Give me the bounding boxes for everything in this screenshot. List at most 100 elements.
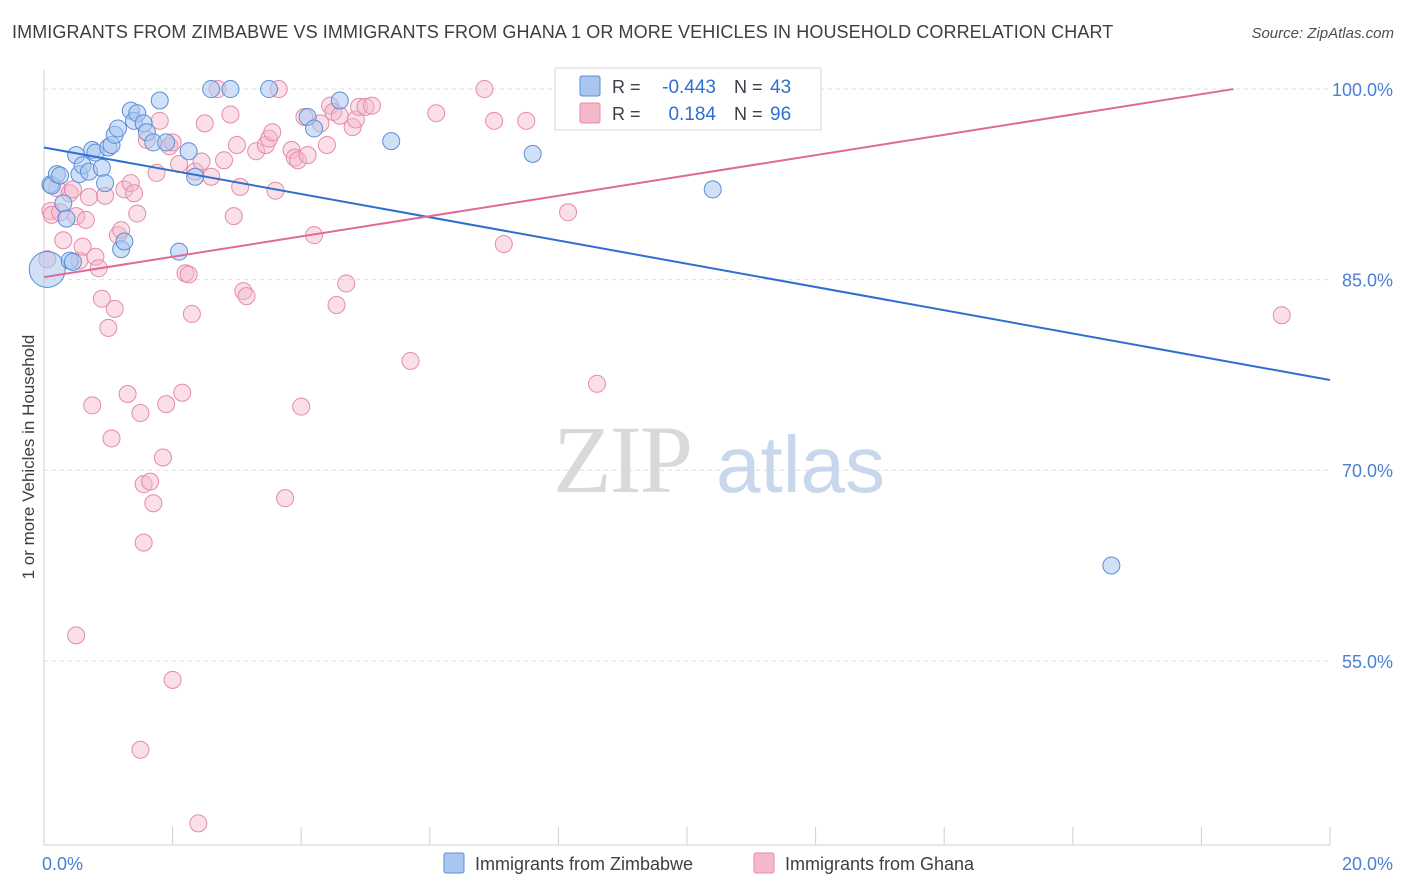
ghana-point xyxy=(234,282,253,301)
y-axis-label: 1 or more Vehicles in Household xyxy=(19,335,38,580)
ghana-point xyxy=(224,207,243,226)
ghana-point xyxy=(141,472,160,491)
ghana-point xyxy=(73,237,92,256)
series-legend: Immigrants from Zimbabwe Immigrants from… xyxy=(443,852,975,874)
ghana-r-value: 0.184 xyxy=(668,104,716,125)
zimbabwe-point xyxy=(202,80,221,99)
ghana-legend-swatch xyxy=(579,102,601,124)
ghana-point xyxy=(76,210,95,229)
ghana-point xyxy=(80,188,99,207)
ghana-point xyxy=(263,123,282,142)
ghana-point xyxy=(163,670,182,689)
ghana-point xyxy=(92,289,111,308)
y-tick-label: 70.0% xyxy=(1342,461,1393,481)
zimbabwe-point xyxy=(51,166,70,185)
y-tick-label: 100.0% xyxy=(1332,80,1393,100)
x-tick-label: 20.0% xyxy=(1342,854,1393,874)
zimbabwe-r-value: -0.443 xyxy=(662,77,716,98)
zimbabwe-r-label: R = xyxy=(612,77,641,97)
zimbabwe-point xyxy=(330,91,349,110)
ghana-point xyxy=(131,740,150,759)
ghana-point xyxy=(237,287,256,306)
legend-ghana-swatch[interactable] xyxy=(753,852,775,874)
stats-legend: R = -0.443 N = 43 R = 0.184 N = 96 xyxy=(554,67,822,131)
ghana-point xyxy=(485,111,504,130)
ghana-point xyxy=(317,135,336,154)
ghana-point xyxy=(86,247,105,266)
zimbabwe-point xyxy=(382,132,401,151)
zimbabwe-point xyxy=(1102,556,1121,575)
ghana-point xyxy=(99,318,118,337)
ghana-point xyxy=(157,395,176,414)
ghana-point xyxy=(118,384,137,403)
legend-zimbabwe-label[interactable]: Immigrants from Zimbabwe xyxy=(475,854,693,874)
x-tick-label: 0.0% xyxy=(42,854,83,874)
ghana-point xyxy=(63,180,82,199)
ghana-point xyxy=(298,146,317,165)
ghana-point xyxy=(559,203,578,222)
ghana-point xyxy=(144,494,163,513)
legend-ghana-label[interactable]: Immigrants from Ghana xyxy=(785,854,975,874)
ghana-point xyxy=(105,299,124,318)
ghana-point xyxy=(494,235,513,254)
chart-title: IMMIGRANTS FROM ZIMBABWE VS IMMIGRANTS F… xyxy=(12,22,1114,42)
zimbabwe-point xyxy=(523,144,542,163)
x-ticks xyxy=(43,827,1331,845)
ghana-point xyxy=(125,184,144,203)
y-tick-label: 85.0% xyxy=(1342,271,1393,291)
ghana-point xyxy=(128,204,147,223)
ghana-point xyxy=(587,374,606,393)
ghana-point xyxy=(153,448,172,467)
zimbabwe-n-label: N = xyxy=(734,77,763,97)
ghana-trend-line xyxy=(43,88,1234,279)
zimbabwe-point xyxy=(703,180,722,199)
watermark-zip: ZIP xyxy=(553,406,691,513)
zimbabwe-point xyxy=(179,142,198,161)
zimbabwe-point xyxy=(260,80,279,99)
zipatlas-watermark: ZIP atlas xyxy=(553,406,885,513)
legend-zimbabwe-swatch[interactable] xyxy=(443,852,465,874)
zimbabwe-point xyxy=(150,91,169,110)
ghana-r-label: R = xyxy=(612,104,641,124)
zimbabwe-n-value: 43 xyxy=(770,77,791,98)
ghana-point xyxy=(189,814,208,833)
ghana-point xyxy=(173,383,192,402)
ghana-point xyxy=(362,96,381,115)
ghana-point xyxy=(115,180,134,199)
ghana-point xyxy=(67,626,86,645)
ghana-point xyxy=(134,533,153,552)
zimbabwe-trend-line xyxy=(43,146,1331,381)
trend-lines xyxy=(43,88,1331,381)
zimbabwe-point xyxy=(28,250,66,288)
ghana-point xyxy=(192,152,211,171)
ghana-point xyxy=(215,151,234,170)
ghana-point xyxy=(182,304,201,323)
ghana-point xyxy=(517,111,536,130)
zimbabwe-point xyxy=(221,80,240,99)
zimbabwe-point xyxy=(54,194,73,213)
y-tick-labels: 100.0% 85.0% 70.0% 55.0% xyxy=(1332,80,1393,672)
ghana-point xyxy=(401,351,420,370)
zimbabwe-point xyxy=(157,133,176,152)
ghana-points xyxy=(38,80,1291,833)
ghana-point xyxy=(179,265,198,284)
watermark-atlas: atlas xyxy=(716,420,885,509)
zimbabwe-point xyxy=(108,119,127,138)
ghana-point xyxy=(337,274,356,293)
ghana-point xyxy=(350,97,369,116)
ghana-point xyxy=(327,296,346,315)
ghana-point xyxy=(288,151,307,170)
zimbabwe-point xyxy=(92,158,111,177)
ghana-point xyxy=(131,404,150,423)
ghana-n-value: 96 xyxy=(770,104,791,125)
zimbabwe-points xyxy=(28,80,1121,575)
ghana-point xyxy=(121,174,140,193)
zimbabwe-point xyxy=(115,232,134,251)
x-tick-labels: 0.0% 20.0% xyxy=(42,854,1393,874)
ghana-point xyxy=(427,104,446,123)
zimbabwe-point xyxy=(57,209,76,228)
zimbabwe-point xyxy=(96,174,115,193)
ghana-point xyxy=(54,231,73,250)
ghana-n-label: N = xyxy=(734,104,763,124)
